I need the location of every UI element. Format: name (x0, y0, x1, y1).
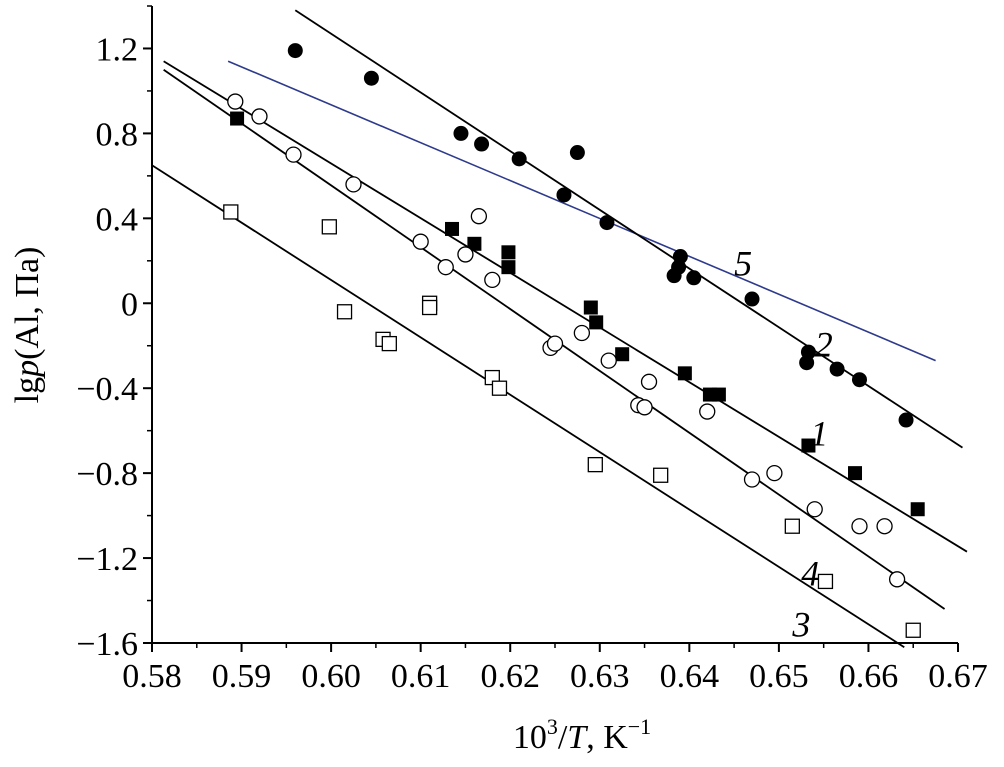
open-circle-point (484, 271, 501, 289)
filled-circle-point (287, 43, 303, 59)
curve-label-2: 2 (815, 324, 833, 364)
open-circle-point (573, 324, 591, 342)
curve-label-3: 3 (791, 605, 810, 645)
open-circle-point (412, 233, 429, 250)
x-tick-label: 0.66 (839, 658, 899, 695)
x-tick-label: 0.65 (749, 658, 809, 695)
open-circle-point (743, 471, 761, 488)
filled-circle-point (511, 151, 527, 167)
x-tick-label: 0.62 (480, 658, 540, 695)
y-axis-title: lgp(Al, Па) (9, 247, 46, 404)
filled-circle-point (453, 125, 469, 141)
y-tick-label: −1.6 (76, 626, 138, 663)
open-square-point (784, 518, 800, 534)
line-labels: 5 2 1 4 3 (734, 244, 833, 645)
filled-square-point (801, 438, 816, 453)
y-tick-label: −1.2 (76, 541, 138, 578)
y-tick-label: −0.4 (76, 371, 138, 408)
open-square-point (817, 573, 834, 590)
open-square-point (421, 299, 438, 316)
open-square-point (491, 380, 508, 396)
open-circle-point (546, 335, 564, 352)
y-tick-label: −0.8 (76, 456, 138, 493)
open-circle-point (470, 208, 488, 225)
x-tick-label: 0.60 (301, 658, 361, 695)
x-axis-title: 103/T, K−1 (513, 714, 651, 756)
open-square-point (321, 219, 337, 235)
filled-circle-point (829, 361, 845, 377)
filled-circle-point (672, 249, 688, 265)
filled-square-point (501, 245, 516, 260)
open-circle-point (636, 399, 653, 416)
fit-line-5 (227, 60, 936, 362)
open-square-point (381, 335, 397, 352)
filled-square-point (445, 221, 460, 236)
filled-circle-point (799, 355, 815, 371)
open-circle-point (457, 246, 474, 263)
open-circle-point (251, 108, 268, 125)
filled-square-point (848, 466, 863, 481)
filled-circle-point (556, 187, 572, 203)
open-circle-point (640, 373, 658, 390)
filled-circle-point (363, 70, 379, 86)
y-tick-label: 0.4 (96, 201, 139, 238)
x-tick-label: 0.63 (570, 658, 630, 695)
y-tick-label: 0 (121, 286, 138, 323)
filled-square-point (677, 366, 692, 381)
open-circle-point (851, 518, 868, 535)
open-square-point (587, 456, 603, 473)
open-circle-point (888, 571, 906, 588)
filled-circle-point (744, 291, 760, 307)
filled-square-point (910, 502, 925, 517)
x-tick-label: 0.61 (391, 658, 451, 695)
fit-line-3 (151, 164, 905, 649)
filled-circle-point (474, 136, 490, 152)
fit-line-2 (294, 9, 963, 449)
fit-line-1 (163, 60, 968, 553)
filled-square-point (467, 236, 482, 251)
open-circle-point (699, 403, 716, 420)
open-circle-point (766, 464, 783, 482)
filled-square-point (711, 387, 726, 402)
axes: 0.58 0.59 0.60 0.61 0.62 0.63 0.64 0.65 0.66 0.67… (76, 5, 988, 695)
filled-square-point (589, 315, 604, 330)
open-circle-point (285, 146, 302, 163)
open-circle-point (227, 93, 244, 110)
filled-circle-point (851, 372, 867, 388)
filled-square-point (583, 300, 598, 315)
data-points (223, 43, 925, 638)
filled-circle-point (898, 412, 914, 428)
x-tick-label: 0.59 (212, 658, 272, 695)
open-square-point (653, 467, 669, 483)
curve-label-4: 4 (801, 554, 819, 594)
y-tick-label: 0.8 (96, 116, 139, 153)
filled-circle-point (569, 145, 585, 161)
filled-circle-point (686, 270, 702, 286)
x-tick-label: 0.64 (660, 658, 720, 695)
filled-square-point (501, 260, 516, 275)
filled-circle-point (599, 215, 615, 231)
open-circle-point (876, 518, 893, 535)
open-circle-point (600, 352, 617, 369)
open-circle-point (437, 259, 454, 276)
open-circle-point (806, 501, 823, 518)
fit-lines (151, 9, 968, 649)
filled-square-point (615, 347, 630, 362)
open-square-point (223, 204, 239, 220)
open-square-point (905, 622, 921, 638)
y-tick-label: 1.2 (96, 31, 139, 68)
open-square-point (336, 304, 353, 320)
open-circle-point (345, 176, 362, 193)
curve-label-1: 1 (810, 414, 828, 454)
x-tick-label: 0.67 (928, 658, 988, 695)
curve-label-5: 5 (734, 244, 752, 284)
x-tick-label: 0.58 (122, 658, 182, 695)
filled-square-point (230, 111, 245, 126)
